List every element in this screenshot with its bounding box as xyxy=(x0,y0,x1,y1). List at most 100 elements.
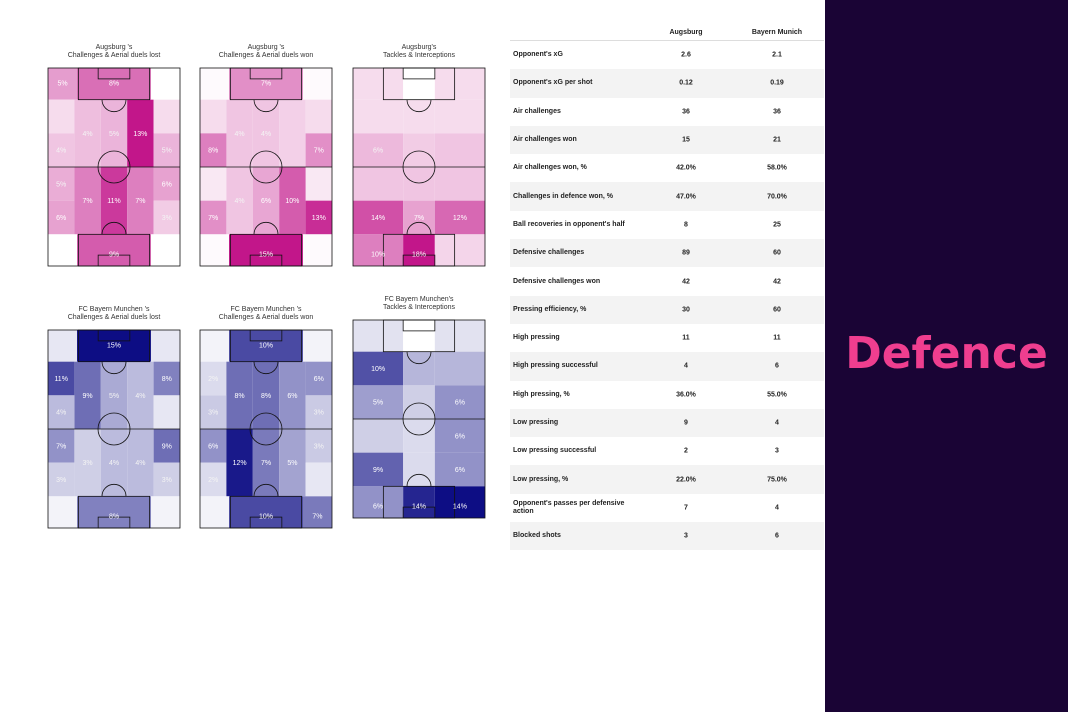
bayern-value: 42 xyxy=(773,278,781,286)
heat-cell-label: 5% xyxy=(287,460,297,467)
heat-cell xyxy=(150,330,180,362)
heat-cell xyxy=(302,234,332,266)
heat-cell xyxy=(279,429,306,497)
heat-cell-label: 5% xyxy=(56,181,66,188)
row-label: Defensive challenges xyxy=(513,249,585,257)
augsburg-value: 36.0% xyxy=(676,391,696,399)
augsburg-value: 2.6 xyxy=(681,51,691,59)
pitch-line xyxy=(97,254,131,267)
heat-cell-label: 8% xyxy=(208,148,218,155)
pitch-line xyxy=(97,67,131,80)
heat-cell xyxy=(403,133,435,167)
bayern-value: 3 xyxy=(775,447,779,455)
heat-cell xyxy=(403,167,435,201)
heatmap-title: Augsburg 's Challenges & Aerial duels lo… xyxy=(67,44,161,59)
pitch-heatmap: 5% 8% 4% 5% 13% 4% 5% 5% 6% 6% 7% 11% 7% 3% 9% xyxy=(47,67,181,267)
heat-cell xyxy=(200,395,227,429)
augsburg-value: 8 xyxy=(684,221,688,229)
bayern-value: 21 xyxy=(773,136,781,144)
defence-stats-table: Augsburg Bayern Munich Opponent's xG 2.6 2… xyxy=(510,25,824,551)
pitch-heatmap: 10% 2% 8% 8% 6% 6% 3% 3% 6% 3% 2% 12% 7% 5% 10% 7% xyxy=(199,329,333,529)
heat-cell xyxy=(150,496,180,528)
heat-cell-label: 3% xyxy=(83,460,93,467)
table-row: High pressing 11 11 xyxy=(510,324,824,352)
heat-cell xyxy=(48,99,75,134)
pitch-line xyxy=(406,351,432,365)
row-label: Low pressing successful xyxy=(513,447,597,455)
pitch-line xyxy=(97,412,131,446)
heat-cell xyxy=(252,429,280,497)
bayern-value: 25 xyxy=(773,221,781,229)
row-label: Opponent's xG per shot xyxy=(513,79,593,87)
table-row: Air challenges won 15 21 xyxy=(510,125,824,155)
heat-cell-label: 4% xyxy=(56,410,66,417)
heat-cell xyxy=(48,68,78,100)
row-label: Air challenges won, % xyxy=(513,164,587,172)
heat-cell xyxy=(153,167,180,201)
heat-cell-label: 8% xyxy=(235,393,245,400)
heat-cell xyxy=(74,361,101,429)
bayern-value: 4 xyxy=(775,419,779,427)
pitch-line xyxy=(253,99,279,113)
bayern-value: 6 xyxy=(775,362,779,370)
pitch-line xyxy=(253,361,279,375)
heat-cell xyxy=(150,68,180,100)
heat-cell xyxy=(252,361,280,429)
heat-cell xyxy=(353,68,404,100)
heat-cell-label: 7% xyxy=(83,198,93,205)
heat-cell xyxy=(403,320,435,352)
augsburg-value: 42.0% xyxy=(676,164,696,172)
heat-cell-label: 14% xyxy=(453,504,467,511)
heat-cell xyxy=(305,429,332,463)
heat-cell xyxy=(100,361,128,429)
heat-cell xyxy=(302,330,332,362)
heat-cell-label: 18% xyxy=(412,252,426,259)
heat-cell xyxy=(127,361,154,429)
augsburg-value: 7 xyxy=(684,504,688,512)
heat-cell xyxy=(153,99,180,134)
augsburg-value: 36 xyxy=(682,108,690,116)
pitch-line xyxy=(253,483,279,497)
pitch-heatmap: 7% 4% 4% 8% 7% 7% 4% 6% 10% 13% 15% xyxy=(199,67,333,267)
heat-cell xyxy=(127,429,154,497)
augsburg-value: 9 xyxy=(684,419,688,427)
heat-cell xyxy=(229,68,303,100)
table-row: Defensive challenges 89 60 xyxy=(510,239,824,268)
heat-cell xyxy=(353,99,404,134)
column-header-augsburg: Augsburg xyxy=(669,29,703,36)
heatmap-title: Augsburg's Tackles & Interceptions xyxy=(383,44,455,59)
heat-cell xyxy=(200,133,227,167)
heat-cell xyxy=(403,419,435,453)
table-row: Pressing efficiency, % 30 60 xyxy=(510,295,824,324)
heat-cell xyxy=(48,429,75,463)
pitch-line xyxy=(402,150,436,184)
heat-cell xyxy=(226,429,253,497)
bayern-value: 70.0% xyxy=(767,193,787,201)
heat-cell-label: 3% xyxy=(314,443,324,450)
heat-cell-label: 14% xyxy=(412,504,426,511)
heat-cell xyxy=(153,395,180,429)
heat-cell xyxy=(229,330,303,362)
augsburg-value: 0.12 xyxy=(679,79,693,87)
heat-cell xyxy=(403,234,435,266)
heat-cell xyxy=(100,429,128,497)
heat-cell xyxy=(48,200,75,235)
heat-cell xyxy=(353,351,404,386)
heat-cell-label: 6% xyxy=(455,467,465,474)
table-row: Air challenges won, % 42.0% 58.0% xyxy=(510,154,824,182)
heat-cell-label: 13% xyxy=(312,215,326,222)
heat-cell xyxy=(353,320,404,352)
heat-cell-label: 8% xyxy=(109,81,119,88)
heat-cell xyxy=(353,167,404,201)
heat-cell-label: 5% xyxy=(109,131,119,138)
section-title: Defence xyxy=(845,328,1048,379)
heat-cell xyxy=(150,234,180,266)
augsburg-value: 4 xyxy=(684,362,688,370)
heat-cell xyxy=(434,200,485,235)
heat-cell-label: 4% xyxy=(135,460,145,467)
heat-cell-label: 11% xyxy=(54,376,68,383)
pitch-line xyxy=(402,254,436,267)
heat-cell-label: 12% xyxy=(233,460,247,467)
table-row: Opponent's xG 2.6 2.1 xyxy=(510,41,824,69)
pitch-line xyxy=(249,254,283,267)
